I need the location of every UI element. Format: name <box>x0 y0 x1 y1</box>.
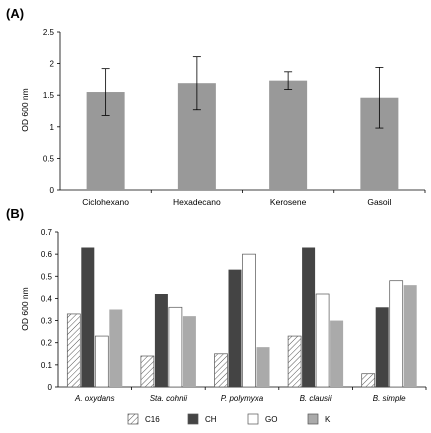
legend-label: C16 <box>145 415 160 424</box>
category-label: Ciclohexano <box>82 197 129 207</box>
bar-go <box>242 253 256 388</box>
bar-k <box>182 316 196 387</box>
category-label: Kerosene <box>270 197 307 207</box>
panel-a-ylabel: OD 600 nm <box>20 88 30 131</box>
bar-ch <box>375 307 389 387</box>
bar-k <box>109 309 123 387</box>
category-label: P. polymyxa <box>221 394 264 403</box>
legend-swatch-k <box>307 413 319 425</box>
bar-c16 <box>214 353 228 388</box>
bar-c16 <box>361 373 376 388</box>
y-tick-label: 0.4 <box>41 294 53 303</box>
bar-ch <box>81 247 95 387</box>
y-tick-label: 0.1 <box>41 361 53 370</box>
y-tick-label: 2 <box>50 60 55 69</box>
y-tick-label: 1.5 <box>43 91 55 100</box>
category-label: Gasoil <box>367 197 391 207</box>
bar-c16 <box>66 313 81 388</box>
panel-b-ylabel: OD 600 nm <box>20 287 30 330</box>
bar-ch <box>154 294 168 387</box>
y-tick-label: 2.5 <box>43 28 55 37</box>
legend-swatch-ch <box>187 413 199 425</box>
bar-go <box>94 335 109 388</box>
y-tick-label: 0.5 <box>41 272 53 281</box>
legend-swatch-c16 <box>127 413 139 425</box>
legend-swatch-go <box>247 413 259 425</box>
bar-k <box>330 320 344 387</box>
bar-k <box>403 285 417 387</box>
legend-label: K <box>325 415 331 424</box>
legend-label: GO <box>265 415 277 424</box>
panel-b-legend: C16 CH GO K <box>127 413 331 425</box>
panel-a-label: (A) <box>6 6 24 21</box>
bar-k <box>256 347 270 387</box>
y-tick-label: 0.3 <box>41 317 53 326</box>
bar-ch <box>302 247 316 387</box>
bar-go <box>168 306 183 388</box>
bar-c16 <box>287 335 302 388</box>
panel-a-chart: 0 0.5 1 1.5 2 2.5 Ciclohexano Hexadecano Kerosen… <box>43 28 426 207</box>
y-tick-label: 1 <box>50 123 55 132</box>
bar-go <box>315 293 330 388</box>
category-label: Sta. cohnii <box>150 394 188 403</box>
bar-ch <box>228 269 242 387</box>
category-label: A. oxydans <box>74 394 115 403</box>
y-tick-label: 0 <box>48 383 53 392</box>
panel-b-chart: 0 0.1 0.2 0.3 0.4 0.5 0.6 0.7 A. oxydans Sta. coh… <box>41 228 427 403</box>
y-tick-label: 0.6 <box>41 250 53 259</box>
legend-label: CH <box>205 415 217 424</box>
y-tick-label: 0.7 <box>41 228 53 237</box>
panel-b-label: (B) <box>6 206 24 221</box>
y-tick-label: 0 <box>50 186 55 195</box>
bar-c16 <box>140 355 155 388</box>
bar-go <box>389 280 404 388</box>
y-tick-label: 0.2 <box>41 339 53 348</box>
category-label: B. clausii <box>300 394 332 403</box>
bar <box>269 80 308 190</box>
y-tick-label: 0.5 <box>43 154 55 163</box>
category-label: B. simple <box>373 394 406 403</box>
category-label: Hexadecano <box>173 197 221 207</box>
